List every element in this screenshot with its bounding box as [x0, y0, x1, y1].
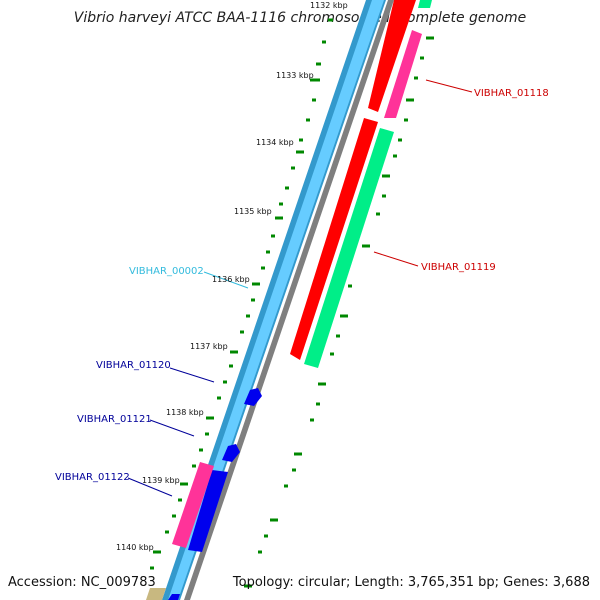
gene-label-vibhar-01118[interactable]: VIBHAR_01118 [474, 88, 549, 99]
gene-labels: VIBHAR_01118 VIBHAR_01119 VIBHAR_00002 V… [55, 88, 549, 483]
ruler-label: 1138 kbp [166, 408, 204, 417]
gene-green-main[interactable] [304, 128, 394, 368]
gene-vibhar-01118-red[interactable] [368, 0, 416, 112]
ruler-label: 1133 kbp [276, 71, 314, 80]
forward-track-inner [168, 0, 384, 600]
label-leaders [127, 79, 473, 497]
accession-text: Accession: NC_009783 [8, 575, 156, 590]
gene-label-vibhar-01120[interactable]: VIBHAR_01120 [96, 360, 171, 371]
gene-label-vibhar-01121[interactable]: VIBHAR_01121 [77, 414, 152, 425]
gene-tan[interactable] [146, 588, 166, 600]
right-ruler [244, 36, 434, 588]
ruler-label: 1137 kbp [190, 342, 228, 351]
gene-vibhar-01121[interactable] [222, 444, 240, 462]
gene-label-vibhar-01119[interactable]: VIBHAR_01119 [421, 262, 496, 273]
ruler-label: 1132 kbp [310, 1, 348, 10]
ruler-label: 1134 kbp [256, 138, 294, 147]
gene-vibhar-01120[interactable] [244, 388, 262, 406]
gene-label-vibhar-00002[interactable]: VIBHAR_00002 [129, 266, 204, 277]
left-ruler [150, 18, 333, 570]
ruler-label: 1140 kbp [116, 543, 154, 552]
gene-pink-top[interactable] [384, 30, 422, 118]
gene-vibhar-01122[interactable] [188, 470, 228, 552]
ruler-label: 1139 kbp [142, 476, 180, 485]
map-title: Vibrio harveyi ATCC BAA-1116 chromosome … [73, 10, 527, 26]
gene-bottom-blue[interactable] [168, 594, 180, 600]
ruler-label: 1135 kbp [234, 207, 272, 216]
gene-pink-bottom[interactable] [172, 462, 214, 548]
ruler-label: 1136 kbp [212, 275, 250, 284]
ruler-labels: 1132 kbp 1133 kbp 1134 kbp 1135 kbp 1136… [116, 1, 348, 552]
gene-green-top[interactable] [418, 0, 432, 8]
gene-label-vibhar-01122[interactable]: VIBHAR_01122 [55, 472, 130, 483]
topology-text: Topology: circular; Length: 3,765,351 bp… [232, 575, 590, 590]
gene-vibhar-01119-red[interactable] [290, 118, 378, 360]
